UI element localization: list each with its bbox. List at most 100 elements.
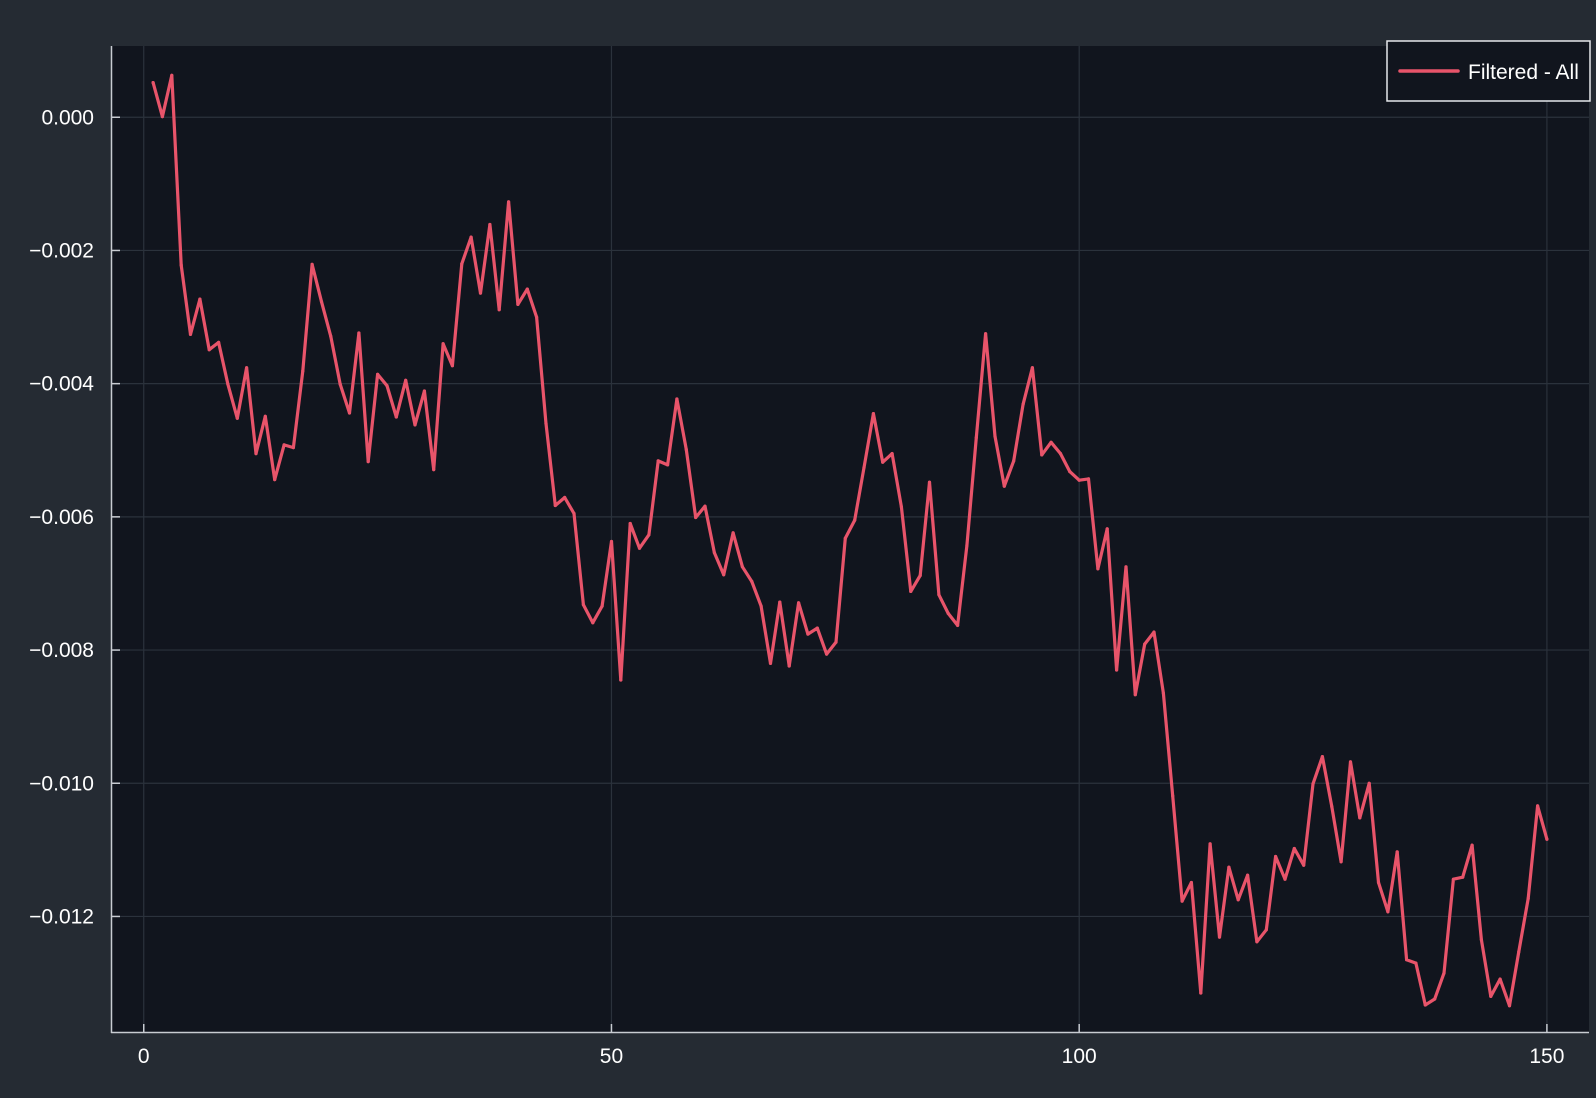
data-point <box>151 81 155 85</box>
data-point <box>366 460 370 464</box>
data-point <box>1386 910 1390 914</box>
data-point <box>825 652 829 656</box>
data-point <box>507 200 511 204</box>
data-point <box>301 369 305 373</box>
data-point <box>376 372 380 376</box>
series-layer <box>151 73 1549 1008</box>
data-point <box>806 632 810 636</box>
data-point <box>1292 846 1296 851</box>
data-point <box>535 315 539 319</box>
data-point <box>1498 977 1502 981</box>
data-point <box>1517 950 1521 954</box>
data-point <box>488 222 492 227</box>
data-point <box>937 593 941 597</box>
data-point <box>759 604 763 608</box>
data-point <box>1133 693 1137 697</box>
data-point <box>862 466 866 470</box>
data-point <box>1227 865 1231 869</box>
data-point <box>497 308 501 312</box>
data-point <box>319 300 324 304</box>
data-point <box>591 621 595 625</box>
data-point <box>1002 484 1006 488</box>
data-point <box>160 115 164 119</box>
x-tick-label: 100 <box>1062 1045 1097 1068</box>
y-tick-label: −0.010 <box>29 772 94 795</box>
data-point <box>1058 452 1063 456</box>
data-point <box>179 263 183 267</box>
data-point <box>450 364 454 368</box>
data-point <box>404 378 408 382</box>
data-point <box>600 604 604 608</box>
data-point <box>890 452 894 456</box>
data-point <box>553 503 557 508</box>
legend: Filtered - All <box>1386 40 1591 102</box>
data-point <box>1311 782 1315 786</box>
data-point <box>263 414 267 418</box>
data-point <box>1395 850 1399 854</box>
data-point <box>525 287 529 291</box>
data-point <box>254 452 258 456</box>
data-point <box>750 579 754 584</box>
data-point <box>1255 940 1259 944</box>
axis-ticks: 0 50 100 150 0.000 −0.002 −0.004 −0.006 −0.008 −0… <box>29 106 1564 1068</box>
data-point <box>787 664 791 668</box>
data-point <box>347 411 352 415</box>
data-point <box>984 332 988 336</box>
data-point <box>198 297 202 301</box>
data-point <box>918 573 922 578</box>
data-point <box>1545 837 1549 841</box>
data-point <box>413 423 417 427</box>
data-point <box>572 511 576 516</box>
data-point <box>656 459 660 463</box>
data-point <box>1274 854 1278 859</box>
data-point <box>170 73 174 77</box>
data-point <box>1208 842 1212 846</box>
data-point <box>881 460 885 464</box>
data-point <box>1143 642 1147 646</box>
data-point <box>469 235 473 239</box>
data-point <box>581 603 586 607</box>
series-line-filtered-all <box>151 73 1549 1008</box>
data-point <box>815 626 819 630</box>
data-point <box>1152 630 1156 634</box>
data-point <box>1012 459 1016 463</box>
data-point <box>394 415 398 419</box>
data-point <box>927 480 932 484</box>
y-tick-label: −0.004 <box>29 373 94 396</box>
data-point <box>1246 873 1250 877</box>
data-point <box>1376 880 1381 885</box>
data-point <box>778 600 782 604</box>
data-point <box>1264 928 1268 932</box>
data-point <box>1442 971 1446 975</box>
data-point <box>731 531 735 535</box>
data-point <box>946 611 950 616</box>
data-point <box>1217 935 1222 939</box>
data-point <box>1461 875 1465 879</box>
data-point <box>282 443 286 447</box>
data-point <box>909 589 913 594</box>
data-point <box>478 291 483 295</box>
data-point <box>1414 961 1418 965</box>
data-point <box>834 640 838 644</box>
data-point <box>441 342 445 346</box>
data-point <box>1068 470 1072 474</box>
y-tick-label: −0.002 <box>29 239 94 262</box>
data-point <box>291 446 295 450</box>
data-point <box>460 262 464 266</box>
data-point <box>1405 958 1409 962</box>
data-point <box>1302 863 1306 867</box>
data-point <box>1479 938 1483 942</box>
data-point <box>628 521 632 526</box>
grid-lines <box>111 46 1589 1033</box>
data-point <box>1096 567 1100 571</box>
data-point <box>1021 402 1025 406</box>
data-point <box>217 340 221 344</box>
plot-area <box>111 46 1589 1033</box>
data-point <box>1526 896 1530 901</box>
data-point <box>1339 860 1343 864</box>
data-point <box>1320 755 1324 759</box>
data-point <box>1367 781 1371 785</box>
data-point <box>1180 899 1184 903</box>
data-point <box>684 448 688 452</box>
